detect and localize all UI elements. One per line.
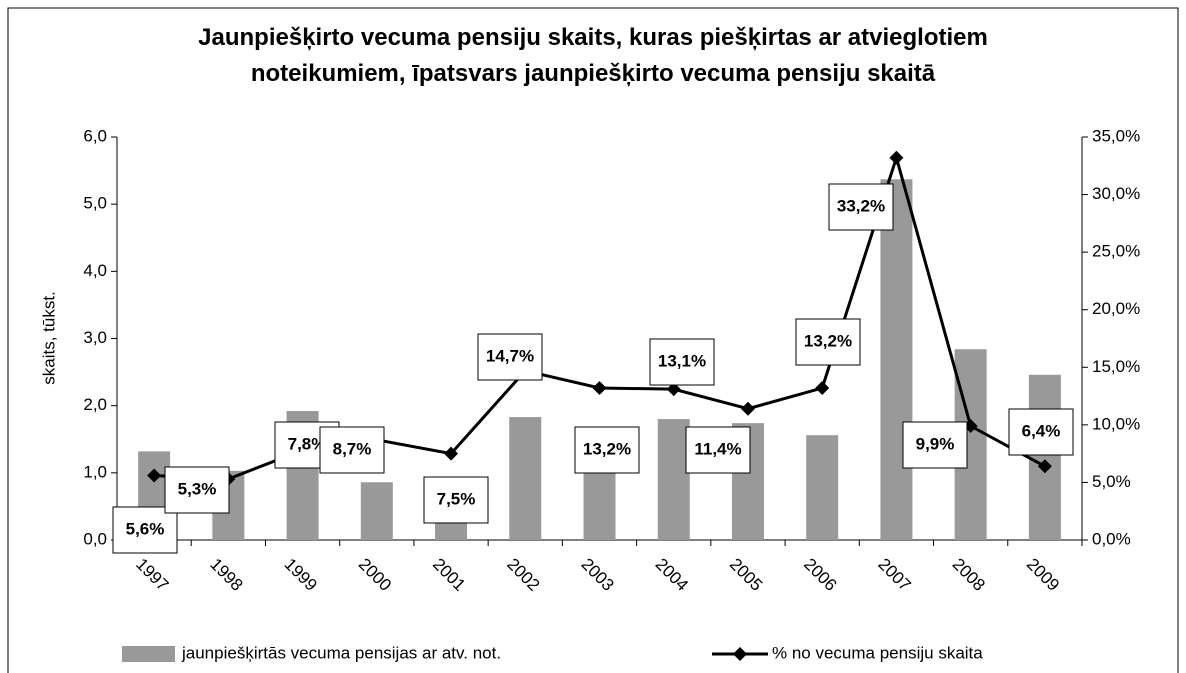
y-tick-label: 1,0 bbox=[83, 462, 107, 481]
y-tick-label: 3,0 bbox=[83, 328, 107, 347]
data-label: 11,4% bbox=[694, 439, 741, 458]
bar bbox=[583, 472, 616, 540]
y2-tick-label: 20,0% bbox=[1092, 299, 1140, 318]
y-tick-label: 5,0 bbox=[83, 194, 107, 213]
y2-tick-label: 10,0% bbox=[1092, 414, 1140, 433]
y2-tick-label: 25,0% bbox=[1092, 242, 1140, 261]
x-tick-label: 2004 bbox=[652, 555, 692, 595]
data-label: 33,2% bbox=[837, 196, 885, 215]
y-tick-label: 2,0 bbox=[83, 395, 107, 414]
x-tick-label: 2000 bbox=[355, 555, 395, 595]
data-label: 6,4% bbox=[1022, 421, 1061, 440]
x-tick-label: 2008 bbox=[949, 555, 989, 595]
legend-swatch bbox=[122, 646, 175, 662]
data-label: 8,7% bbox=[333, 439, 372, 458]
data-label-box bbox=[795, 318, 861, 366]
legend-label: % no vecuma pensiju skaita bbox=[772, 643, 983, 662]
bar bbox=[360, 482, 393, 540]
y-axis-label: skaits, tūkst. bbox=[39, 291, 58, 385]
y2-tick-label: 30,0% bbox=[1092, 184, 1140, 203]
data-label: 9,9% bbox=[916, 434, 955, 453]
marker bbox=[666, 382, 681, 397]
marker bbox=[444, 446, 459, 461]
y2-tick-label: 5,0% bbox=[1092, 472, 1131, 491]
data-label-box bbox=[685, 426, 751, 474]
bar bbox=[657, 419, 690, 540]
data-label-box bbox=[828, 183, 894, 231]
data-label-box bbox=[112, 506, 178, 554]
data-label-box bbox=[574, 426, 640, 474]
data-label: 13,2% bbox=[804, 331, 852, 350]
y-tick-label: 0,0 bbox=[83, 529, 107, 548]
x-tick-label: 1997 bbox=[132, 555, 172, 595]
y-tick-label: 6,0 bbox=[83, 126, 107, 145]
data-label-box bbox=[423, 476, 489, 524]
chart-title: Jaunpiešķirto vecuma pensiju skaits, kur… bbox=[198, 24, 988, 87]
data-label-box bbox=[649, 338, 715, 386]
data-label-box bbox=[477, 333, 543, 381]
bar bbox=[806, 435, 839, 540]
marker bbox=[592, 381, 607, 396]
data-label-box bbox=[902, 421, 968, 469]
data-label-box bbox=[319, 426, 385, 474]
x-tick-label: 2001 bbox=[429, 555, 469, 595]
legend-label: jaunpiešķirtās vecuma pensijas ar atv. n… bbox=[181, 643, 501, 662]
bar bbox=[509, 417, 542, 540]
data-label: 14,7% bbox=[486, 346, 534, 365]
x-tick-label: 1998 bbox=[206, 555, 246, 595]
x-tick-label: 2003 bbox=[578, 555, 618, 595]
x-tick-label: 1999 bbox=[281, 555, 321, 595]
chart-border bbox=[7, 7, 1179, 673]
y2-tick-label: 0,0% bbox=[1092, 529, 1131, 548]
data-label-box bbox=[1008, 408, 1074, 456]
x-tick-label: 2002 bbox=[503, 555, 543, 595]
data-label: 13,1% bbox=[658, 351, 706, 370]
x-tick-label: 2006 bbox=[800, 555, 840, 595]
y-tick-label: 4,0 bbox=[83, 261, 107, 280]
data-label: 7,5% bbox=[437, 489, 476, 508]
legend-marker bbox=[733, 647, 747, 661]
bar bbox=[880, 179, 913, 540]
x-tick-label: 2007 bbox=[874, 555, 914, 595]
marker bbox=[147, 468, 162, 483]
data-label: 7,8% bbox=[288, 434, 327, 453]
y2-tick-label: 15,0% bbox=[1092, 357, 1140, 376]
data-label: 13,2% bbox=[583, 439, 631, 458]
bar bbox=[435, 523, 468, 540]
data-label-box bbox=[164, 466, 230, 514]
y2-tick-label: 35,0% bbox=[1092, 126, 1140, 145]
x-tick-label: 2009 bbox=[1023, 555, 1063, 595]
marker bbox=[1037, 459, 1052, 474]
marker bbox=[889, 150, 904, 165]
marker bbox=[815, 381, 830, 396]
data-label: 5,3% bbox=[178, 479, 217, 498]
x-tick-label: 2005 bbox=[726, 555, 766, 595]
data-label: 5,6% bbox=[126, 519, 165, 538]
marker bbox=[740, 401, 755, 416]
bar bbox=[1028, 374, 1061, 540]
